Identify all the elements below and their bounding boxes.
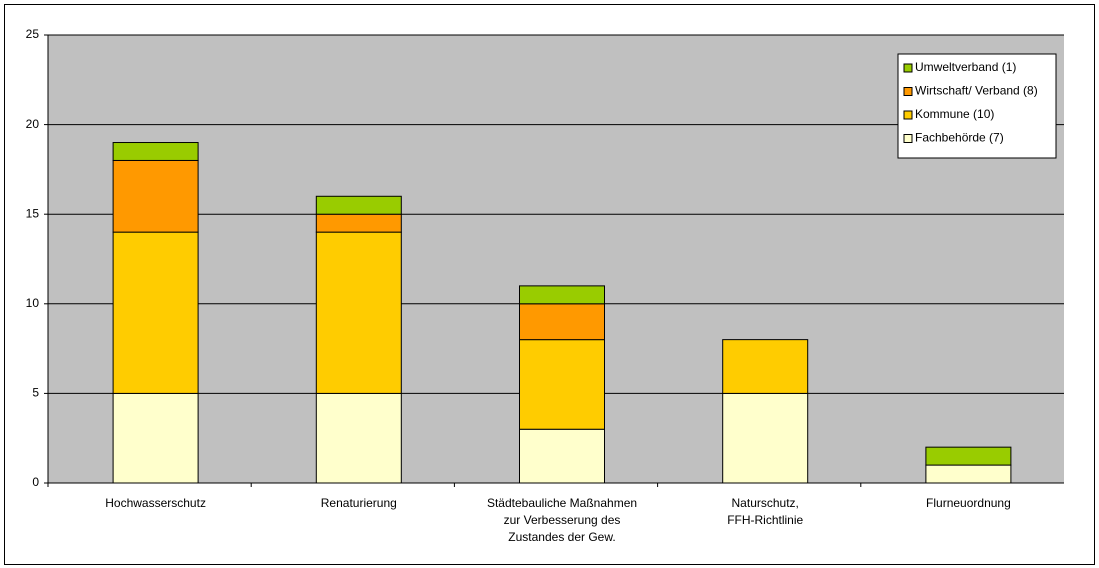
- bar-segment: [112, 142, 199, 161]
- x-tick-label: Naturschutz, FFH-Richtlinie: [727, 496, 803, 527]
- bar-segment: [722, 339, 809, 394]
- legend-swatch: [903, 87, 913, 96]
- bar-segment: [519, 428, 605, 484]
- legend-label: Kommune (10): [915, 107, 994, 121]
- bar-segment: [315, 392, 402, 484]
- bar-segment: [112, 392, 199, 484]
- x-tick-label: Renaturierung: [321, 496, 397, 510]
- bar-segment: [722, 392, 809, 484]
- y-tick-label: 5: [32, 386, 39, 400]
- bar-segment: [315, 231, 402, 394]
- y-tick-label: 10: [26, 296, 40, 310]
- bar-segment: [925, 446, 1012, 466]
- bar-segment: [925, 464, 1012, 484]
- x-tick-label: Flurneuordnung: [926, 496, 1011, 510]
- bar-segment: [315, 213, 402, 233]
- y-tick-label: 20: [26, 117, 40, 131]
- bar-segment: [112, 231, 199, 394]
- legend-box: [897, 53, 1057, 159]
- legend-swatch: [903, 134, 913, 143]
- legend-label: Umweltverband (1): [915, 60, 1016, 74]
- legend-swatch: [903, 63, 913, 73]
- bar-segment: [519, 339, 605, 430]
- legend-label: Wirtschaft/ Verband (8): [915, 84, 1038, 98]
- legend-swatch: [903, 110, 913, 120]
- bar-segment: [519, 303, 605, 341]
- bar-segment: [315, 195, 402, 215]
- y-tick-label: 0: [32, 475, 39, 489]
- bar-segment: [519, 285, 605, 305]
- legend-label: Fachbehörde (7): [915, 131, 1004, 145]
- y-tick-label: 25: [26, 27, 40, 41]
- x-tick-label: Städtebauliche Maßnahmen zur Verbesserung…: [487, 496, 637, 544]
- y-tick-label: 15: [26, 206, 40, 220]
- bar-segment: [112, 159, 199, 233]
- x-tick-label: Hochwasserschutz: [105, 496, 206, 510]
